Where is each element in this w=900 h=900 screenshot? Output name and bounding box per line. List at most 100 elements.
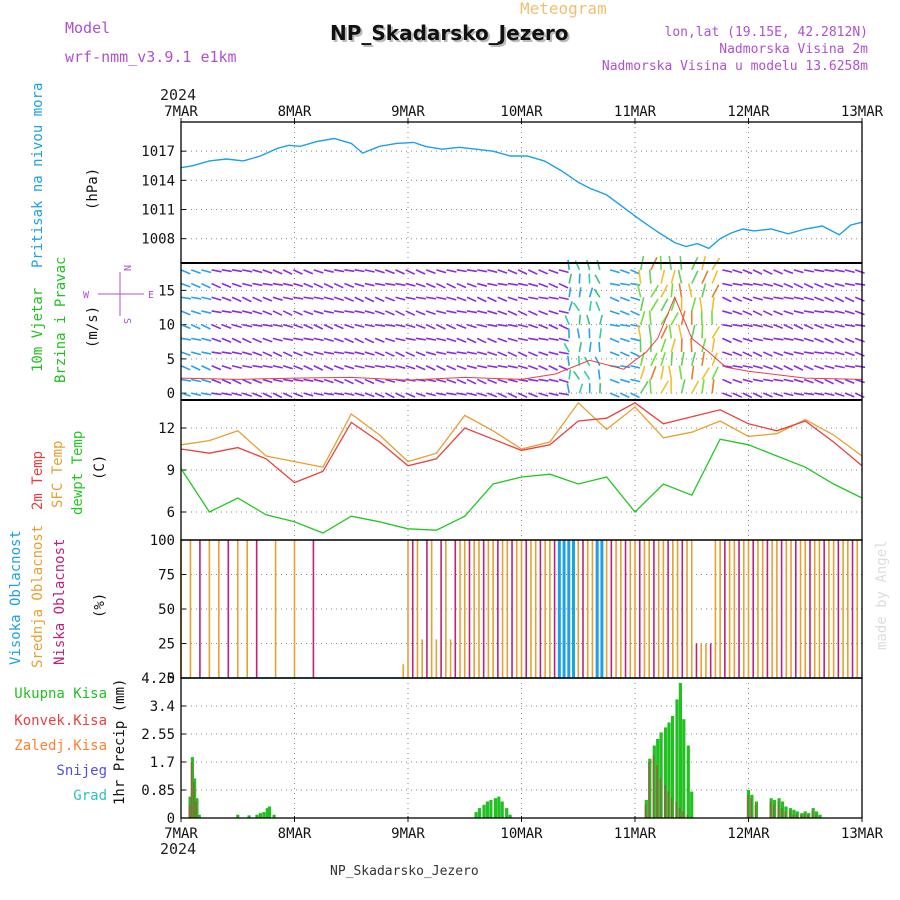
ytick-temp: 6 [167,505,175,521]
wind-barb [272,310,283,316]
precip-conv-bar [686,814,689,818]
wind-barb [364,337,375,344]
wind-barb [670,283,674,298]
time-tick-bottom: 10MAR [500,826,543,842]
wind-barb [282,364,293,370]
wind-barb [752,296,763,301]
wind-barb [690,351,697,366]
wind-barb [395,351,405,358]
wind-barb [762,310,773,316]
wind-barb [834,296,845,303]
wind-barb [855,323,866,327]
wind-barb [742,337,753,343]
wind-barb [701,270,709,284]
wind-barb [773,310,784,316]
wind-speed-line [180,295,863,381]
ytick-precip: 4.25 [141,671,175,687]
wind-barb [374,364,386,369]
wind-barb [701,324,704,339]
wind-barb [466,310,478,314]
wind-barb [446,296,457,301]
wind-barb [497,351,508,357]
wind-barb [333,323,344,330]
wind-barb [722,392,733,398]
wind-barb [660,298,669,312]
wind-barb [528,378,539,382]
wind-barb [436,269,447,274]
precip-total-bar [267,806,272,818]
wind-barb [354,310,365,314]
wind-barb [517,296,528,301]
wind-barb [844,378,855,384]
wind-barb [476,378,487,385]
wind-barb [677,269,683,284]
precip-conv-bar [648,762,650,818]
wind-barb [660,380,669,394]
wind-barb [415,269,426,275]
wind-barb [283,337,294,341]
wind-barb [824,269,835,273]
wind-barb [395,364,406,369]
wind-barb [364,282,375,287]
wind-barb [507,296,518,302]
wind-barb [844,269,855,274]
wind-barb [436,337,447,342]
wind-barb [773,365,784,371]
wind-barb [446,365,457,371]
wind-barb [456,296,467,302]
wind-barb [241,378,252,385]
wind-barb [620,282,631,286]
precip-total-bar [497,796,501,818]
wind-barb [456,378,467,385]
wind-barb [528,323,539,329]
wind-barb [538,310,549,316]
wind-barb [538,365,549,371]
wind-barb [211,378,222,384]
precip-conv-bar [777,801,780,818]
wind-barb [426,296,437,300]
wind-barb [201,296,212,301]
legend-snow: Snijeg [56,763,107,779]
wind-barb [446,392,457,396]
wind-barb [262,282,273,286]
wind-barb [466,364,477,370]
pressure-label: Pritisak na nivou mora [30,83,46,268]
time-tick-bottom: 13MAR [841,826,884,842]
wind-barb [568,287,572,298]
wind-barb [374,282,386,286]
sfc-temp-line [180,401,863,468]
wind-barb [648,310,652,325]
wind-barb [783,378,794,383]
wind-barb [844,392,855,398]
wind-barb [180,269,191,275]
wind-barb [477,364,488,369]
wind-barb [354,392,365,397]
wind-barb [313,337,324,342]
wind-barb [834,323,845,328]
wind-barb [517,282,529,287]
wind-barb [497,378,508,384]
wind-barb [711,352,718,367]
wind-barb [374,269,385,274]
wind-barb [678,283,683,298]
legend-frozen: Zaledj.Kisa [14,738,107,754]
cloud-unit: (%) [92,593,108,618]
wind-barb [262,378,273,384]
wind-barb [497,282,508,286]
wind-barb [272,364,283,369]
wind-barb [262,337,273,343]
wind-barb [354,269,365,273]
wind-barb [231,269,243,273]
wind-barb [678,365,683,380]
wind-barb [586,259,591,271]
wind-barb [824,296,835,303]
wind-barb [262,296,273,302]
wind-barb [609,351,620,357]
wind-barb [752,351,763,358]
wind-barb [630,337,641,342]
wind-barb [456,282,467,289]
wind-compass: W E N S [83,265,154,324]
wind-barb [344,296,355,302]
wind-barb [231,351,243,355]
